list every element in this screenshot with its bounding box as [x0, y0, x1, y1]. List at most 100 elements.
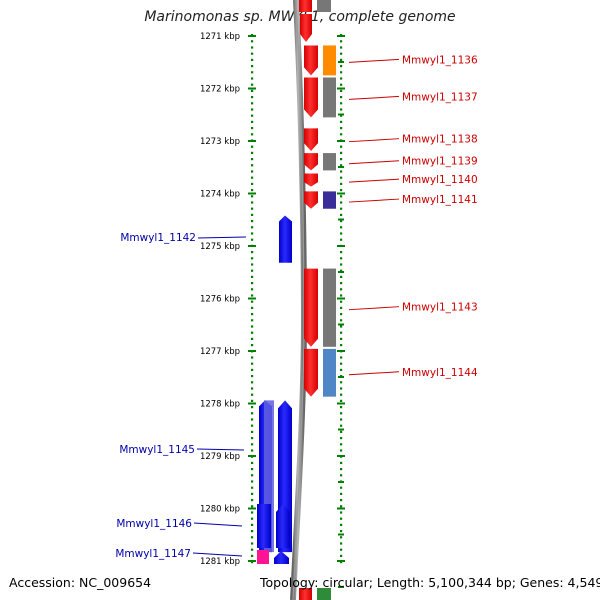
scale-dot	[340, 368, 343, 371]
scale-dot	[340, 530, 343, 533]
scale-dot	[251, 381, 254, 384]
scale-dot	[251, 164, 254, 167]
scale-dot	[251, 46, 254, 49]
scale-dot	[251, 114, 254, 117]
scale-dot	[251, 108, 254, 111]
gene-label-leader	[348, 160, 400, 165]
scale-dot	[251, 368, 254, 371]
scale-dot	[340, 58, 343, 61]
scale-dot	[251, 71, 254, 74]
scale-dot	[340, 96, 343, 99]
gene-label-leader	[196, 448, 245, 451]
scale-dot	[251, 201, 254, 204]
scale-tick-label: 1279 kbp	[200, 452, 240, 462]
gene-label-leader	[348, 198, 400, 203]
gene-label-leader	[348, 138, 400, 143]
scale-dot	[251, 492, 254, 495]
scale-dot	[340, 356, 343, 359]
scale-dot	[251, 337, 254, 340]
scale-dot	[251, 387, 254, 390]
scale-dot	[340, 170, 343, 173]
gene-arrow-forward	[304, 268, 318, 347]
scale-dot	[340, 220, 343, 223]
gene-label-forward: Mmwyl1_1138	[402, 134, 478, 146]
gene-label-reverse: Mmwyl1_1147	[115, 548, 191, 560]
gene-arrow-forward	[304, 77, 318, 118]
gene-arrow-reverse	[279, 215, 292, 263]
scale-dot	[340, 207, 343, 210]
gene-arrow-forward	[304, 173, 318, 187]
scale-dot	[340, 300, 343, 303]
scale-dot	[251, 145, 254, 148]
scale-dot	[251, 176, 254, 179]
gene-label-leader	[348, 306, 400, 311]
gene-stub-top	[299, 0, 312, 12]
gene-function-box	[264, 400, 274, 553]
gene-arrow-reverse	[276, 504, 290, 548]
scale-dot	[251, 561, 254, 564]
gene-label-leader	[197, 236, 247, 239]
scale-dot	[251, 325, 254, 328]
scale-dot	[251, 437, 254, 440]
scale-dot	[340, 523, 343, 526]
scale-dot	[340, 325, 343, 328]
scale-dot	[251, 83, 254, 86]
scale-dot	[340, 337, 343, 340]
scale-dot	[340, 399, 343, 402]
scale-dot	[340, 213, 343, 216]
function-stub-bottom	[317, 588, 331, 600]
gene-label-forward: Mmwyl1_1139	[402, 156, 478, 168]
gene-arrow-forward	[304, 348, 318, 397]
gene-arrow-forward	[304, 153, 318, 171]
scale-dot	[340, 158, 343, 161]
gene-arrow-forward	[304, 45, 318, 76]
scale-dot	[251, 96, 254, 99]
scale-dot	[340, 393, 343, 396]
scale-dot	[251, 468, 254, 471]
scale-dot	[340, 114, 343, 117]
scale-tick-label: 1273 kbp	[200, 137, 240, 147]
scale-dot	[340, 65, 343, 68]
scale-dot	[340, 461, 343, 464]
scale-dot	[251, 52, 254, 55]
scale-dot	[340, 52, 343, 55]
scale-dot	[340, 468, 343, 471]
scale-dot	[340, 511, 343, 514]
scale-dot	[251, 170, 254, 173]
scale-dot	[340, 294, 343, 297]
scale-tick-label: 1277 kbp	[200, 347, 240, 357]
scale-dot	[251, 461, 254, 464]
scale-dot	[340, 269, 343, 272]
gene-arrow-partial	[300, 14, 312, 42]
scale-dot	[340, 263, 343, 266]
scale-dot	[251, 182, 254, 185]
scale-tick-label: 1280 kbp	[200, 505, 240, 515]
scale-dot	[251, 263, 254, 266]
scale-dot	[251, 375, 254, 378]
scale-dot	[340, 554, 343, 557]
scale-dot	[251, 505, 254, 508]
scale-dot	[340, 46, 343, 49]
scale-tick-label: 1272 kbp	[200, 85, 240, 95]
scale-dot	[251, 319, 254, 322]
scale-dot	[340, 251, 343, 254]
scale-dot	[340, 430, 343, 433]
gene-label-leader	[348, 178, 400, 183]
scale-dot	[251, 189, 254, 192]
scale-dot	[340, 108, 343, 111]
scale-dot	[251, 393, 254, 396]
scale-dot	[251, 548, 254, 551]
scale-dot	[340, 319, 343, 322]
scale-dot	[340, 412, 343, 415]
scale-dot	[340, 133, 343, 136]
scale-dot	[340, 424, 343, 427]
scale-dot	[340, 102, 343, 105]
scale-dot	[340, 561, 343, 564]
scale-dot	[251, 344, 254, 347]
scale-dot	[251, 294, 254, 297]
scale-dot	[251, 362, 254, 365]
scale-dot	[340, 182, 343, 185]
scale-dot	[251, 530, 254, 533]
scale-dot	[251, 232, 254, 235]
